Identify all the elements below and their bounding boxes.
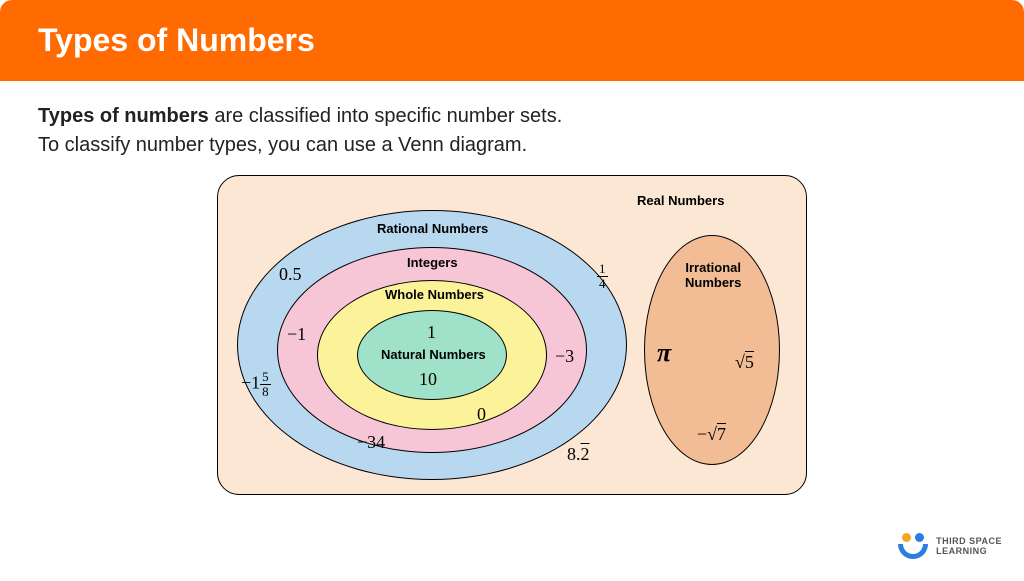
integers-label: Integers xyxy=(407,255,458,270)
intro-paragraph: Types of numbers are classified into spe… xyxy=(38,105,986,128)
val-1-4: 14 xyxy=(597,262,608,290)
rational-label: Rational Numbers xyxy=(377,221,488,236)
val-1: 1 xyxy=(427,323,436,341)
val-sqrt5: 5 xyxy=(735,353,754,371)
val-neg1: −1 xyxy=(287,325,306,343)
val-8.2bar: 8.2 xyxy=(567,445,590,463)
real-label: Real Numbers xyxy=(637,193,724,208)
header: Types of Numbers xyxy=(0,0,1024,81)
brand-logo: THIRD SPACE LEARNING xyxy=(898,533,1002,559)
logo-icon xyxy=(898,533,928,559)
val-0: 0 xyxy=(477,405,486,423)
venn-diagram: Real Numbers Rational Numbers Integers Whol… xyxy=(217,175,807,495)
intro-bold: Types of numbers xyxy=(38,105,209,127)
val-pi: π xyxy=(657,340,671,366)
whole-label: Whole Numbers xyxy=(385,287,484,302)
page-title: Types of Numbers xyxy=(38,22,986,59)
val-neg3: −3 xyxy=(555,347,574,365)
intro-line2: To classify number types, you can use a … xyxy=(38,134,986,157)
val-negsqrt7: −7 xyxy=(697,425,726,443)
natural-label: Natural Numbers xyxy=(381,347,486,362)
val-neg1-5-8: −158 xyxy=(241,370,271,398)
val-neg34: −34 xyxy=(357,433,385,451)
val-10: 10 xyxy=(419,370,437,388)
intro-rest: are classified into specific number sets… xyxy=(209,105,563,127)
logo-text: THIRD SPACE LEARNING xyxy=(936,536,1002,557)
diagram-wrapper: Real Numbers Rational Numbers Integers Whol… xyxy=(38,175,986,495)
val-0.5: 0.5 xyxy=(279,265,302,283)
content-area: Types of numbers are classified into spe… xyxy=(0,81,1024,519)
irrational-label: IrrationalNumbers xyxy=(685,260,741,290)
